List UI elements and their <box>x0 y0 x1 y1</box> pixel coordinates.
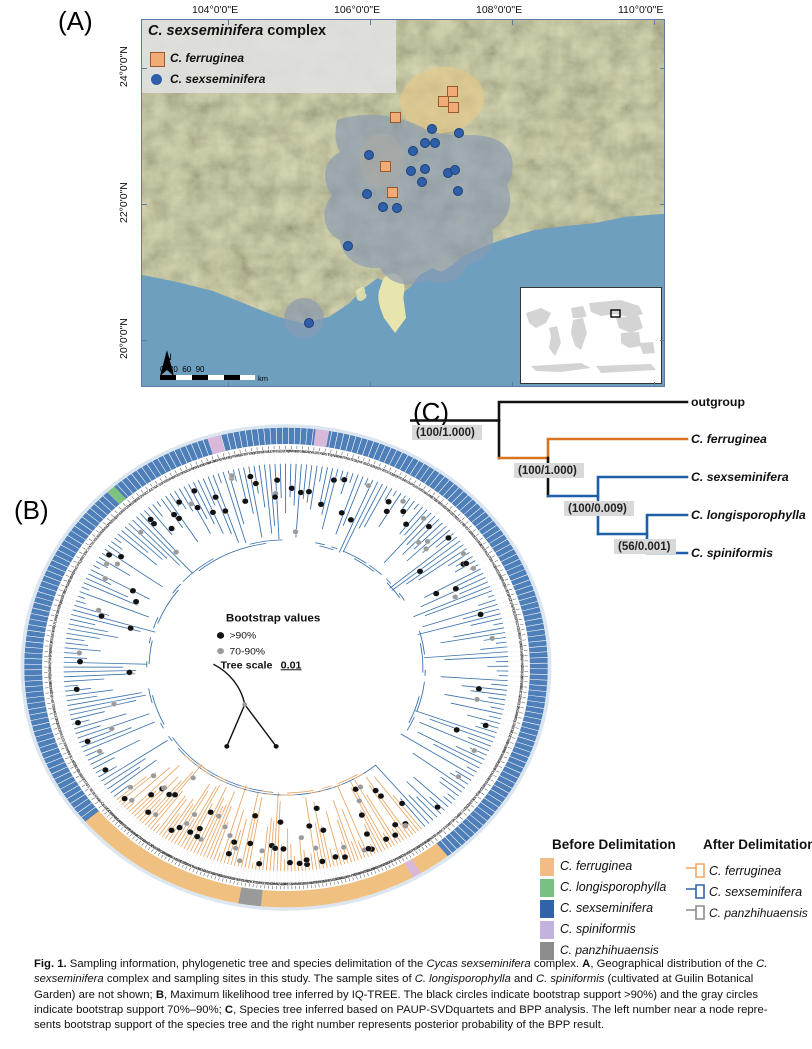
svg-text:70-90%: 70-90% <box>230 647 266 658</box>
svg-text:C5DQF: C5DQF <box>279 449 293 453</box>
svg-text:C. ferruginea: C. ferruginea <box>691 432 767 446</box>
svg-text:(100/1.000): (100/1.000) <box>416 427 475 439</box>
svg-text:C. spiniformis: C. spiniformis <box>691 546 773 560</box>
svg-text:C. sexseminifera: C. sexseminifera <box>691 470 789 484</box>
svg-text:0.01: 0.01 <box>281 661 302 672</box>
svg-text:(100/1.000): (100/1.000) <box>518 465 577 477</box>
svg-text:>90%: >90% <box>230 631 257 642</box>
svg-text:(100/0.009): (100/0.009) <box>568 503 627 515</box>
svg-text:C. longisporophylla: C. longisporophylla <box>691 508 806 522</box>
svg-text:N: N <box>165 352 172 362</box>
svg-text:Tree scale: Tree scale <box>221 661 273 672</box>
svg-text:Bootstrap values: Bootstrap values <box>226 613 320 624</box>
svg-text:outgroup: outgroup <box>691 395 745 409</box>
svg-text:(56/0.001): (56/0.001) <box>618 541 671 553</box>
